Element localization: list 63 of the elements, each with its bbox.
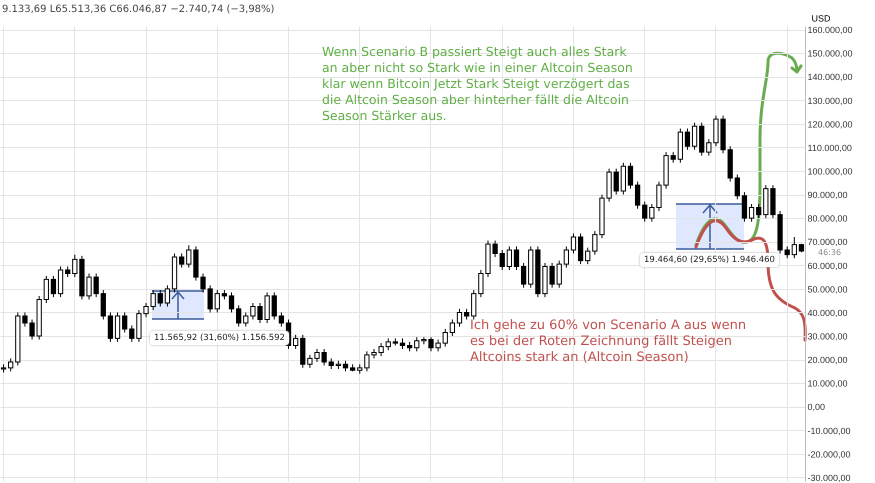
candlestick: [520, 262, 526, 288]
candlestick: [257, 302, 263, 324]
candlestick: [22, 312, 28, 328]
candlestick: [108, 312, 114, 342]
candlestick: [713, 115, 719, 147]
y-tick-label: 0,00: [808, 402, 826, 412]
y-tick-label: 30.000,00: [808, 332, 848, 342]
y-tick-label: 20.000,00: [808, 355, 848, 366]
y-tick-label: 40.000,00: [808, 308, 848, 318]
candlestick: [514, 246, 520, 271]
candlestick: [578, 232, 584, 265]
y-tick-label: 60.000,00: [808, 260, 848, 271]
candlestick: [50, 275, 56, 298]
annotation: Ich gehe zu 60% von Scenario A aus wenn es bei der Roten Zeichnung fällt Steigen Altcoins stark an (Altcoin Season): [470, 318, 746, 366]
candlestick: [307, 354, 313, 368]
y-tick-label: 110.000,00: [808, 142, 852, 153]
candlestick: [278, 312, 284, 328]
candlestick: [634, 181, 640, 210]
candlestick: [86, 273, 92, 300]
candlestick: [456, 308, 462, 328]
y-tick-label: 70.000,00: [808, 237, 848, 248]
candlestick: [692, 122, 698, 150]
y-tick-label: 160.000,00: [808, 25, 853, 36]
candlestick: [143, 302, 149, 318]
y-tick-label: -30.000,00: [808, 472, 851, 483]
y-tick-label: 10.000,00: [808, 378, 848, 389]
candlestick: [656, 181, 662, 212]
candlestick: [748, 203, 754, 222]
y-tick-label: 150.000,00: [808, 48, 853, 59]
candlestick: [428, 336, 434, 352]
y-tick-label: 50.000,00: [808, 284, 848, 294]
annotation: 11.565,92 (31,60%) 1.156.592: [150, 331, 289, 345]
candlestick: [228, 292, 234, 313]
candlestick: [628, 162, 634, 190]
annotation: 19.464,60 (29,65%) 1.946.460: [640, 253, 779, 267]
candlestick: [29, 319, 35, 340]
candlestick: [200, 273, 206, 293]
annotation: Wenn Scenario B passiert Steigt auch alles Stark an aber nicht so Stark wie in einer Altcoin Season klar wenn Bitcoin Jetzt Stark Steigt verzögert das die Altcoin Season aber hinterher fällt die Altcoin Season Stärker aus.: [322, 44, 633, 124]
candlestick: [400, 338, 406, 350]
y-tick-label: -10.000,00: [808, 426, 851, 436]
candlestick: [114, 312, 120, 342]
y-tick-label: 140.000,00: [808, 72, 853, 82]
text: 46:36: [818, 248, 842, 257]
candlestick: [58, 266, 64, 298]
candlestick: [549, 262, 555, 288]
y-tick-label: -20.000,00: [808, 449, 851, 460]
candlestick: [250, 302, 256, 320]
candlestick: [342, 360, 348, 372]
y-tick-label: 130.000,00: [808, 96, 853, 106]
candlestick: [164, 284, 170, 308]
y-tick-label: 120.000,00: [808, 119, 853, 130]
y-tick-label: 80.000,00: [808, 214, 848, 224]
candlestick: [570, 232, 576, 254]
candlestick: [684, 128, 690, 150]
y-tick-label: 100.000,00: [808, 166, 853, 176]
y-axis-title: USD: [812, 14, 831, 24]
candlestick: [314, 348, 320, 362]
candlestick: [222, 290, 228, 300]
candlestick: [742, 192, 748, 222]
candlestick: [371, 348, 377, 359]
candlestick: [492, 240, 498, 258]
y-tick-label: 90.000,00: [808, 190, 848, 200]
text: 9.133,69 L65.513,36 C66.046,87 −2.740,74 (−3,98%): [2, 4, 274, 15]
